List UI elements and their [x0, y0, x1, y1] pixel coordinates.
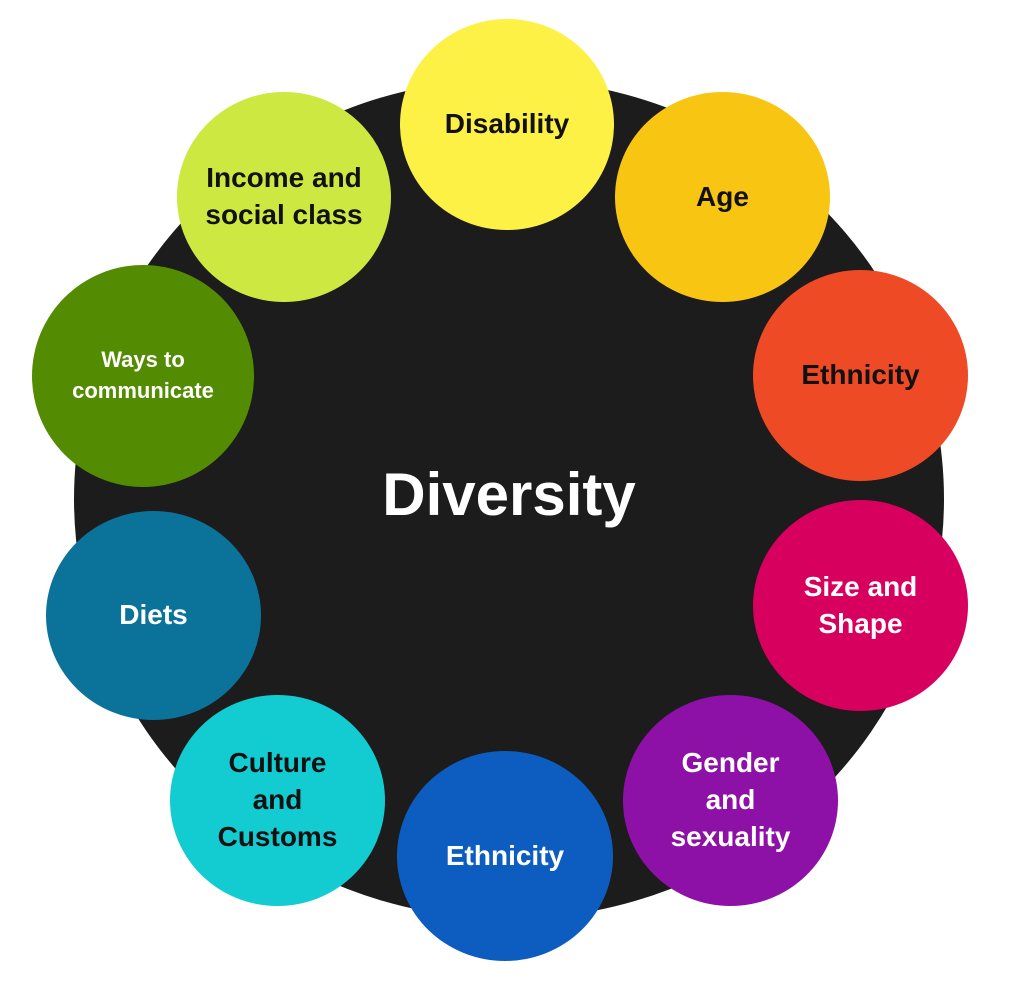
node-label: Ways to communicate — [72, 347, 214, 403]
node-ethnicity-bottom: Ethnicity — [397, 751, 613, 961]
node-label: Gender and sexuality — [670, 747, 791, 852]
node-culture-and-customs: Culture and Customs — [170, 695, 385, 906]
node-label: Disability — [444, 108, 570, 140]
node-label: Size and Shape — [803, 570, 918, 639]
node-age: Age — [615, 92, 830, 302]
node-label: Diets — [119, 599, 188, 631]
center-title: Diversity — [382, 461, 636, 528]
node-label: Income and social class — [205, 162, 363, 230]
node-ways-to-communicate: Ways to communicate — [32, 265, 254, 487]
node-disability: Disability — [400, 19, 614, 230]
node-ethnicity-right: Ethnicity — [753, 270, 968, 481]
node-label: Ethnicity — [801, 359, 920, 391]
node-label: Age — [696, 180, 749, 212]
node-size-and-shape: Size and Shape — [753, 500, 968, 711]
node-label: Ethnicity — [445, 839, 565, 871]
node-label: Culture and Customs — [217, 747, 338, 852]
node-diets: Diets — [46, 511, 261, 720]
node-gender-and-sexuality: Gender and sexuality — [623, 695, 838, 906]
node-income-and-social-class: Income and social class — [177, 92, 391, 302]
